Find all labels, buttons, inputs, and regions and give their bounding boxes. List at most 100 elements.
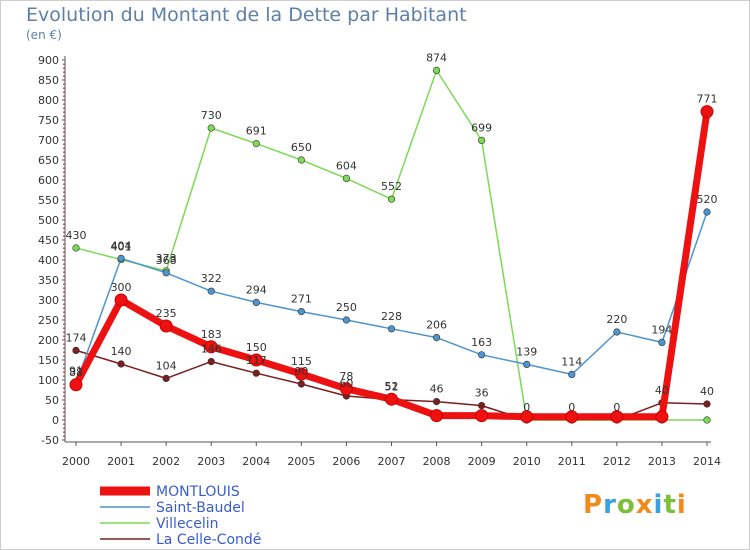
legend-label: La Celle-Condé — [156, 532, 261, 548]
y-minor-tick — [63, 323, 65, 325]
y-minor-tick — [63, 163, 65, 165]
y-minor-tick — [63, 247, 65, 249]
data-label: 40 — [700, 385, 714, 398]
y-minor-tick — [63, 355, 65, 357]
data-label: 52 — [385, 380, 399, 393]
data-label: 91 — [69, 365, 83, 378]
data-label: 90 — [294, 365, 308, 378]
y-minor-tick — [63, 87, 65, 89]
data-label: 36 — [475, 387, 489, 400]
data-point — [159, 319, 173, 333]
data-label: 0 — [523, 401, 530, 414]
x-tick-label: 2000 — [62, 455, 90, 468]
data-point — [342, 174, 351, 182]
logo-letter: i — [676, 490, 687, 520]
data-label: 0 — [568, 401, 575, 414]
y-tick-label: 700 — [38, 134, 59, 147]
y-minor-tick — [63, 391, 65, 393]
data-point — [568, 370, 576, 379]
y-minor-tick — [63, 107, 65, 109]
y-minor-tick — [63, 135, 65, 137]
data-label: 874 — [426, 51, 447, 64]
y-minor-tick — [63, 375, 65, 377]
x-tick-label: 2006 — [332, 455, 360, 468]
y-minor-tick — [63, 403, 65, 405]
y-tick-label: 250 — [38, 314, 59, 327]
data-point — [658, 338, 666, 347]
data-label: 235 — [156, 307, 177, 320]
y-tick-label: 0 — [52, 414, 59, 427]
y-minor-tick — [63, 307, 65, 309]
data-point — [700, 105, 714, 119]
logo-letter: r — [603, 490, 617, 520]
data-point — [207, 287, 215, 295]
data-point — [297, 156, 305, 164]
y-minor-tick — [63, 371, 65, 373]
x-tick-label: 2013 — [648, 455, 676, 468]
y-minor-tick — [63, 127, 65, 129]
y-minor-tick — [63, 183, 65, 185]
logo-letter: x — [635, 490, 654, 520]
chart-title: Evolution du Montant de la Dette par Hab… — [26, 4, 467, 26]
y-minor-tick — [63, 111, 65, 113]
y-tick-label: 550 — [38, 194, 59, 207]
x-tick-label: 2011 — [558, 455, 586, 468]
data-label: 140 — [111, 345, 132, 358]
data-point — [655, 410, 669, 424]
x-tick-label: 2007 — [378, 455, 406, 468]
data-label: 104 — [156, 359, 177, 372]
y-minor-tick — [63, 275, 65, 277]
data-point — [703, 208, 711, 216]
y-minor-tick — [63, 251, 65, 253]
y-tick-label: 300 — [38, 294, 59, 307]
x-tick-label: 2001 — [107, 455, 135, 468]
y-tick-label: 800 — [38, 94, 59, 107]
y-minor-tick — [63, 415, 65, 417]
data-label: 114 — [561, 355, 582, 368]
data-label: 139 — [516, 345, 537, 358]
y-tick-label: 650 — [38, 154, 59, 167]
y-minor-tick — [63, 283, 65, 285]
y-minor-tick — [63, 303, 65, 305]
y-minor-tick — [63, 203, 65, 205]
data-label: 60 — [339, 377, 353, 390]
x-tick-label: 2009 — [468, 455, 496, 468]
data-label: 604 — [336, 159, 357, 172]
data-label: 174 — [66, 331, 87, 344]
data-label: 146 — [201, 343, 222, 356]
logo-letter: t — [663, 490, 677, 520]
y-minor-tick — [63, 267, 65, 269]
y-minor-tick — [63, 223, 65, 225]
logo-letter: P — [583, 490, 604, 520]
y-minor-tick — [63, 407, 65, 409]
y-minor-tick — [63, 151, 65, 153]
data-point — [162, 269, 170, 277]
data-label: 430 — [66, 229, 87, 242]
y-minor-tick — [63, 363, 65, 365]
series-lines — [69, 66, 714, 424]
y-minor-tick — [63, 123, 65, 125]
data-point — [610, 410, 624, 424]
y-minor-tick — [63, 431, 65, 433]
y-tick-label: 200 — [38, 334, 59, 347]
data-point — [430, 409, 444, 423]
data-label: 0 — [613, 401, 620, 414]
data-point — [117, 254, 125, 262]
data-point — [432, 66, 441, 74]
data-point — [523, 360, 531, 369]
y-minor-tick — [63, 387, 65, 389]
data-point — [69, 378, 83, 392]
y-minor-tick — [63, 143, 65, 145]
data-label: 115 — [291, 355, 312, 368]
data-label: 250 — [336, 301, 357, 314]
data-label: 404 — [111, 239, 132, 252]
data-label: 220 — [606, 313, 627, 326]
x-tick-label: 2010 — [513, 455, 541, 468]
data-point — [385, 392, 398, 406]
data-point — [703, 400, 711, 408]
data-label: 271 — [291, 293, 312, 306]
y-minor-tick — [63, 227, 65, 229]
y-tick-label: 900 — [38, 54, 59, 67]
data-point — [613, 328, 621, 336]
